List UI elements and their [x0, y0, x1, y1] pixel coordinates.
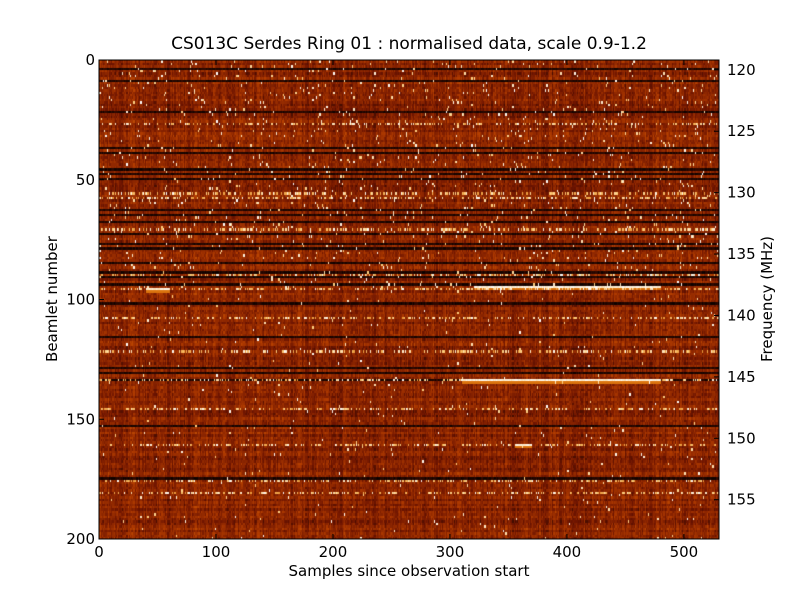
x-tick-label: 300: [436, 543, 465, 561]
y-axis-label: Beamlet number: [43, 236, 61, 362]
y2-tick-label: 155: [727, 491, 756, 509]
secondary-y-axis-label: Frequency (MHz): [758, 235, 776, 363]
y-tick-label: 200: [66, 530, 95, 548]
plot-frame: [98, 59, 720, 540]
x-tick-label: 100: [202, 543, 231, 561]
y2-tick-label: 135: [727, 245, 756, 263]
y2-tick-label: 140: [727, 306, 756, 324]
y2-tick-label: 150: [727, 429, 756, 447]
x-tick-label: 0: [94, 543, 104, 561]
x-axis-label: Samples since observation start: [288, 562, 530, 580]
y2-tick-label: 120: [727, 61, 756, 79]
heatmap-image: [99, 60, 719, 539]
y2-tick-label: 145: [727, 368, 756, 386]
y-tick-label: 0: [85, 51, 95, 69]
y-tick-label: 100: [66, 291, 95, 309]
chart-title: CS013C Serdes Ring 01 : normalised data,…: [171, 34, 647, 54]
y2-tick-label: 125: [727, 122, 756, 140]
y-tick-label: 150: [66, 410, 95, 428]
y-tick-label: 50: [76, 171, 95, 189]
y2-tick-label: 130: [727, 184, 756, 202]
x-tick-label: 400: [553, 543, 582, 561]
x-tick-label: 200: [319, 543, 348, 561]
x-tick-label: 500: [670, 543, 699, 561]
